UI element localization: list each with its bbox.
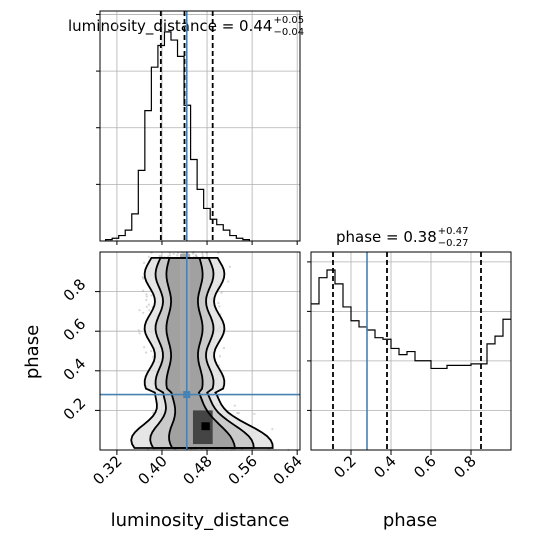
x-tick-label: 0.2 [330, 452, 360, 482]
scatter-point [160, 255, 163, 258]
title-lower-error: −0.27 [438, 238, 469, 249]
scatter-point [222, 347, 225, 350]
scatter-point [145, 298, 148, 302]
x-tick-label: 0.64 [270, 452, 306, 488]
title-luminosity-distance: luminosity_distance = 0.44 +0.05−0.04 [68, 15, 304, 38]
scatter-point [237, 411, 240, 415]
panel-frame [99, 251, 301, 451]
x-tick-label: 0.32 [89, 452, 125, 488]
phase-histogram-panel: 0.2 0.4 0.6 0.8 [307, 251, 512, 482]
scatter-point [236, 411, 239, 415]
scatter-point [150, 349, 153, 353]
x-tick-label: 0.8 [450, 452, 480, 482]
panel-frame [310, 251, 512, 451]
y-tick-label: 0.6 [60, 315, 90, 345]
scatter-point [271, 427, 274, 431]
title-ld-main: luminosity_distance = 0.44 [68, 17, 272, 36]
scatter-point [141, 275, 144, 279]
scatter-point [253, 412, 256, 416]
density-core [180, 253, 191, 391]
panel-frame [99, 10, 301, 242]
scatter-point [191, 252, 195, 255]
scatter-point [172, 252, 175, 255]
x-axis-label-phase: phase [383, 510, 437, 531]
scatter-point [138, 332, 141, 335]
scatter-point [220, 291, 223, 294]
y-axis-label-phase: phase [22, 325, 43, 379]
truth-marker [183, 391, 191, 399]
scatter-point [145, 305, 148, 308]
scatter-point [145, 293, 148, 296]
scatter-point [142, 277, 145, 280]
title-lower-error: −0.04 [273, 27, 304, 38]
x-axis-label-luminosity-distance: luminosity_distance [111, 510, 290, 531]
x-tick-label: 0.6 [410, 452, 440, 482]
scatter-point [217, 301, 220, 305]
scatter-point [143, 261, 146, 264]
scatter-point [181, 252, 184, 255]
y-tick-label: 0.8 [60, 275, 90, 305]
scatter-point [218, 355, 222, 358]
title-upper-error: +0.05 [273, 15, 304, 26]
scatter-point [138, 309, 141, 312]
x-tick-label: 0.4 [370, 452, 400, 482]
contour-line [130, 257, 274, 449]
title-phase-main: phase = 0.38 [336, 228, 437, 246]
title-upper-error: +0.47 [438, 226, 469, 237]
scatter-point [194, 255, 198, 258]
scatter-point [228, 265, 232, 268]
y-tick-label: 0.2 [60, 394, 90, 424]
joint-density-panel: 0.32 0.40 0.48 0.56 0.64 0.2 0.4 0.6 0.8 [60, 251, 306, 488]
y-tick-label: 0.4 [60, 354, 90, 384]
x-tick-label: 0.40 [134, 452, 170, 488]
scatter-point [145, 295, 148, 298]
histogram-step-line [311, 269, 511, 370]
scatter-point [148, 309, 151, 312]
scatter-point [167, 255, 170, 258]
x-tick-label: 0.56 [225, 452, 261, 488]
scatter-point [137, 329, 140, 332]
scatter-point [233, 404, 236, 407]
scatter-point [144, 351, 148, 354]
title-phase: phase = 0.38 +0.47−0.27 [336, 226, 468, 249]
luminosity-distance-histogram-panel [96, 10, 301, 245]
scatter-point [194, 253, 197, 256]
scatter-point [142, 289, 145, 292]
x-tick-label: 0.48 [180, 452, 216, 488]
scatter-point [158, 254, 161, 258]
scatter-point [227, 280, 230, 283]
scatter-point [168, 254, 172, 257]
scatter-point [176, 254, 179, 257]
scatter-point [218, 305, 221, 308]
scatter-point [201, 253, 204, 256]
scatter-point [151, 355, 155, 359]
scatter-point [142, 311, 145, 314]
histogram-step-line [105, 31, 251, 241]
density-peak-center [201, 422, 210, 431]
scatter-point [143, 346, 146, 349]
scatter-point [150, 294, 153, 297]
scatter-point [147, 255, 150, 258]
scatter-point [147, 303, 150, 306]
